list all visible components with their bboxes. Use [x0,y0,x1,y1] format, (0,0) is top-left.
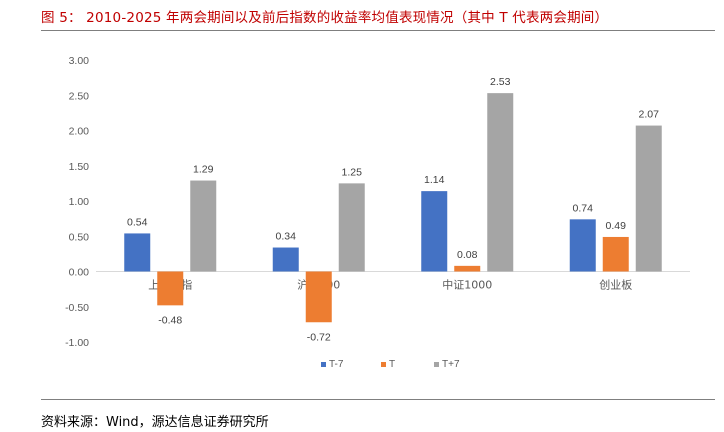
data-label: 2.53 [490,76,511,88]
bar-t-7-1 [124,233,151,272]
figure-title: 图 5： 2010-2025 年两会期间以及前后指数的收益率均值表现情况（其中 … [41,10,609,26]
data-label: 0.74 [573,202,594,214]
data-labels: 0.54 -0.48 1.29 0.34 -0.72 1.25 1.14 0.08 2.53 0.… [127,76,659,343]
title-divider [41,30,715,31]
legend: T-7 T T+7 [321,359,460,370]
y-tick-label: 1.00 [69,196,90,208]
bar-t-7-2 [272,247,299,272]
y-tick-label: 2.50 [69,90,90,102]
bar-t-3 [454,265,481,272]
data-label: 0.54 [127,216,148,228]
legend-swatch-t [381,362,386,367]
data-label: -0.48 [158,314,182,326]
source-note: 资料来源：Wind，源达信息证券研究所 [41,415,269,430]
bar-t-7-3 [421,191,448,272]
y-tick-label: -0.50 [65,302,89,314]
y-tick-label: 0.50 [69,231,90,243]
source-divider [41,399,715,400]
bar-t-2 [305,271,332,323]
bars [124,93,662,323]
category-label: 创业板 [599,278,632,292]
data-label: -0.72 [307,331,331,343]
y-tick-label: 0.00 [69,267,90,279]
data-label: 0.34 [276,231,297,243]
bar-t-1 [157,271,184,306]
category-labels: 上证综指沪深300中证1000创业板 [148,278,632,292]
bar-t-7-3 [487,93,514,272]
data-label: 2.07 [639,109,660,121]
legend-label: T [389,359,395,370]
y-tick-label: -1.00 [65,337,89,349]
category-label: 中证1000 [442,279,492,292]
bar-t-4 [602,236,629,272]
data-label: 1.29 [193,164,214,176]
y-tick-label: 3.00 [69,55,90,67]
y-tick-label: 2.00 [69,126,90,138]
legend-swatch-t-7 [434,362,439,367]
bar-t-7-4 [635,125,662,272]
data-label: 1.14 [424,174,445,186]
data-label: 0.08 [457,249,478,261]
legend-label: T+7 [442,359,460,370]
legend-swatch-t-7 [321,362,326,367]
data-label: 1.25 [342,166,363,178]
y-axis-ticks: 3.00 2.50 2.00 1.50 1.00 0.50 0.00 -0.50 -1.00 [65,55,89,349]
bar-t-7-1 [190,180,217,272]
bar-chart: 3.002.502.001.501.000.500.00-0.50-1.00 上… [65,55,690,370]
data-label: 0.49 [606,220,627,232]
legend-label: T-7 [329,359,344,370]
bar-t-7-2 [338,183,365,272]
y-tick-label: 1.50 [69,161,90,173]
bar-t-7-4 [569,219,596,272]
